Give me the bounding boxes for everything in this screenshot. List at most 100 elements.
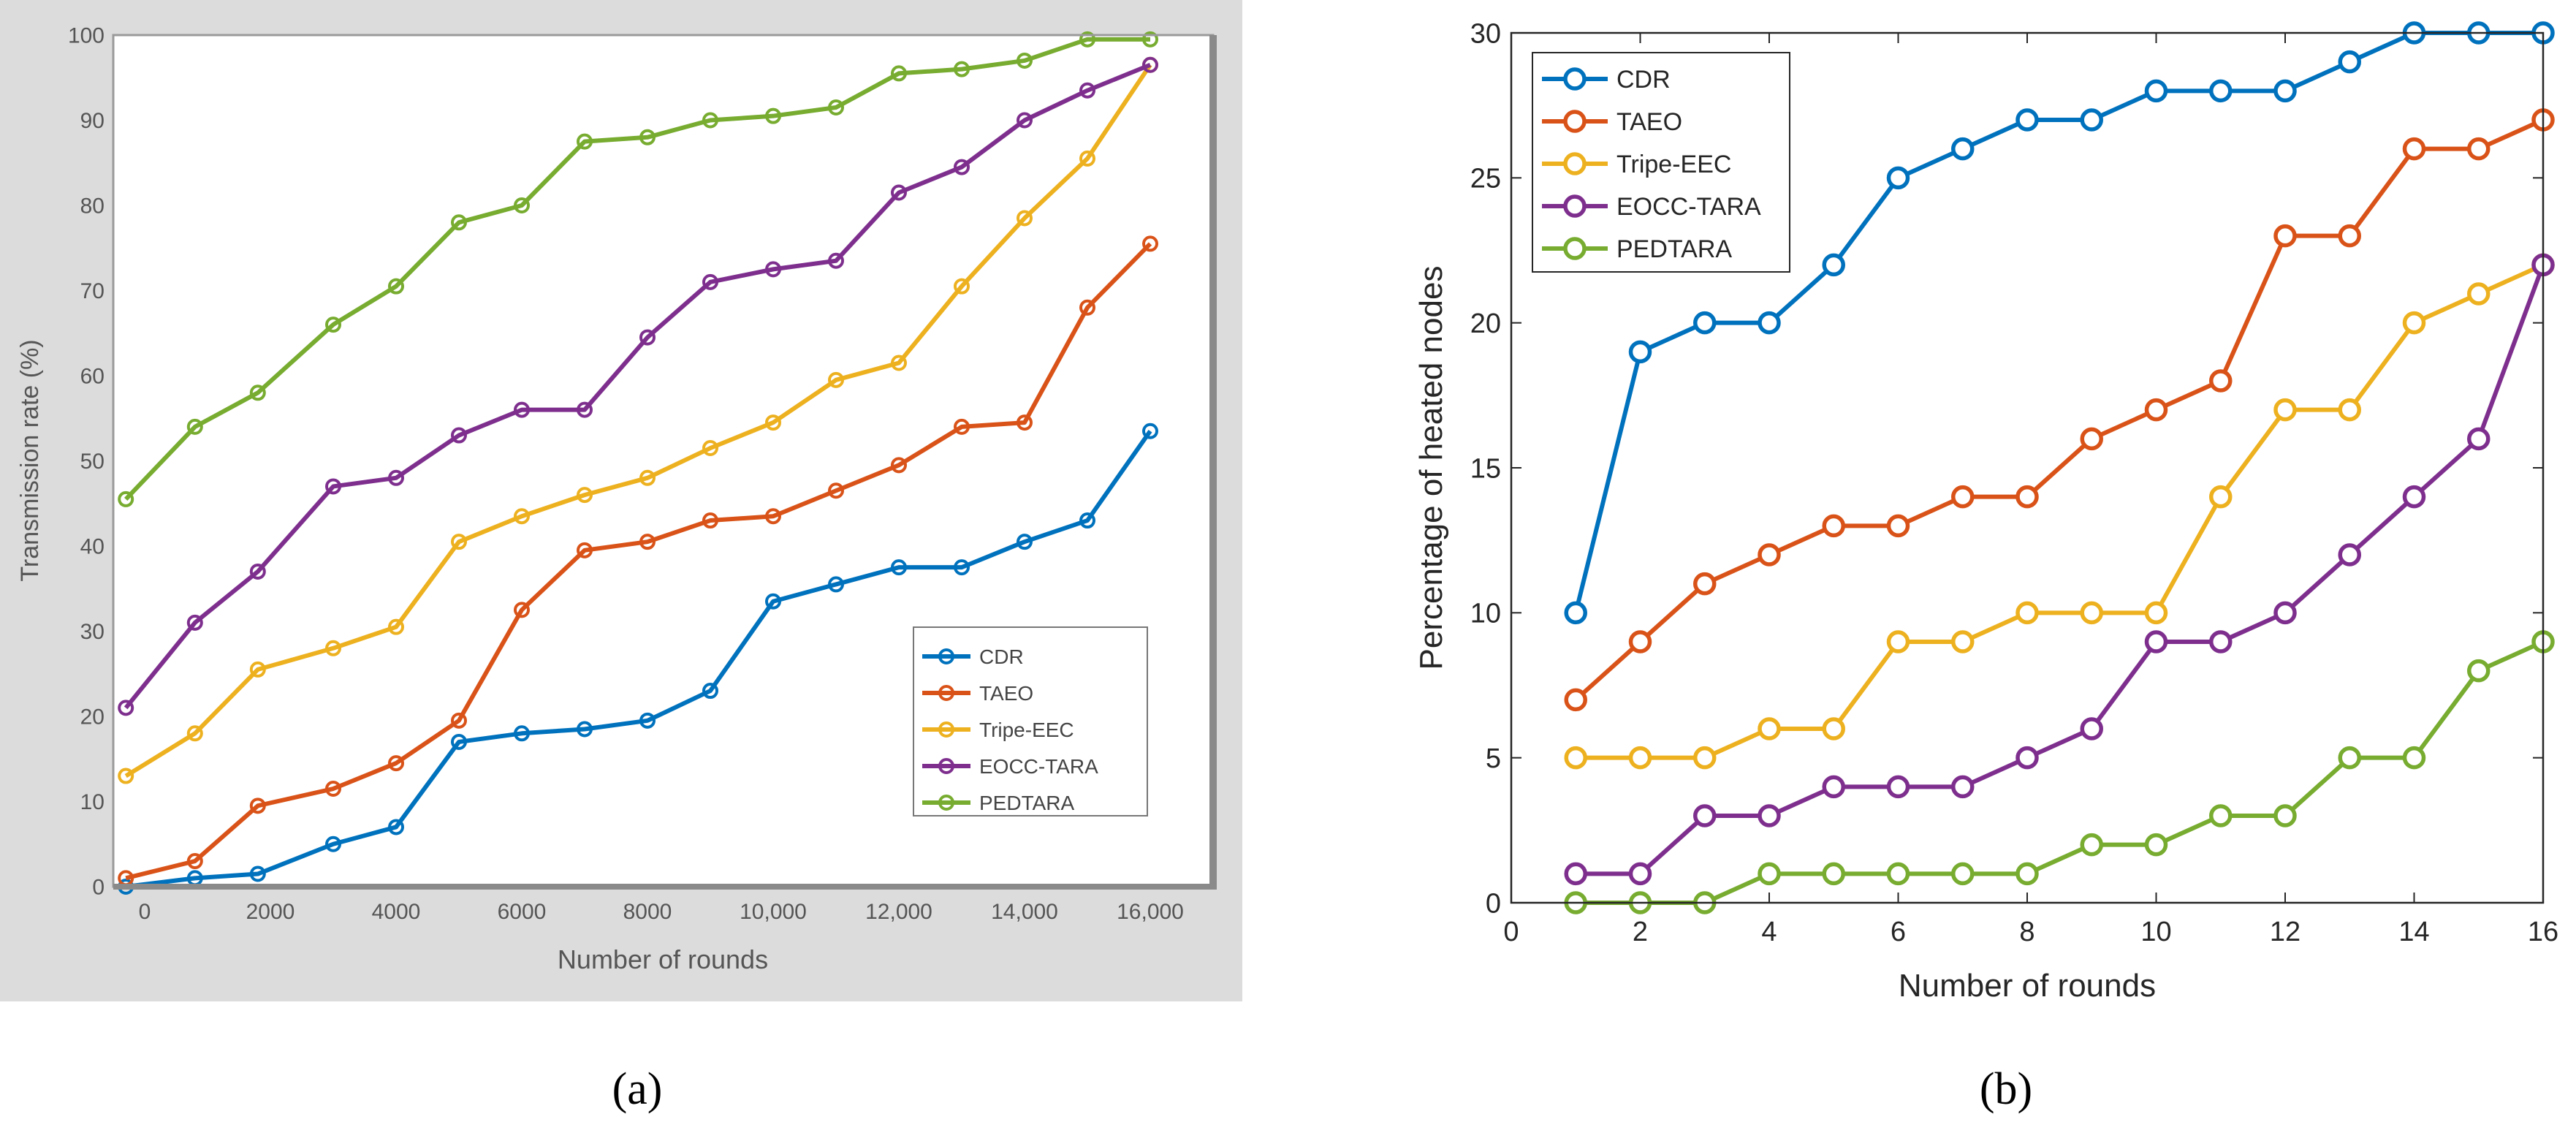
panel-b-legend-label-eocc-tara: EOCC-TARA: [1616, 193, 1761, 221]
panel-b-xtick-label: 4: [1761, 917, 1777, 947]
panel-b-ytick-label: 0: [1486, 888, 1501, 919]
panel-a-ytick-label: 30: [80, 620, 105, 644]
panel-a-point-tripe-eec: [1017, 210, 1033, 227]
panel-a-point-taeo: [1142, 235, 1158, 252]
panel-a-point-cdr: [325, 835, 341, 852]
panel-a-point-taeo: [186, 853, 203, 870]
panel-a-legend-label-eocc-tara: EOCC-TARA: [979, 755, 1098, 778]
panel-b-legend-marker-tripe-eec: [1563, 152, 1587, 175]
panel-b-point-tripe-eec: [1758, 717, 1781, 740]
panel-a-point-tripe-eec: [249, 661, 266, 678]
panel-b-legend: CDR TAEO Tripe-EEC EOCC-TARA PEDTARA: [1542, 66, 1761, 263]
panel-a-point-eocc-tara: [388, 469, 404, 486]
panel-a-point-cdr: [828, 576, 844, 593]
panel-a-point-tripe-eec: [954, 278, 970, 295]
panel-a-point-eocc-tara: [249, 563, 266, 580]
panel-a-point-pedtara: [891, 65, 907, 82]
panel-a-point-pedtara: [186, 418, 203, 435]
panel-b-point-eocc-tara: [1628, 862, 1652, 886]
panel-b-series-line-pedtara: [1576, 640, 2545, 905]
panel-b-point-eocc-tara: [2144, 630, 2168, 653]
panel-a-point-eocc-tara: [765, 261, 781, 278]
panel-a-xtick-label: 8000: [623, 900, 672, 924]
panel-b-point-pedtara: [2273, 804, 2297, 827]
panel-a-point-taeo: [1017, 414, 1033, 431]
panel-b-point-tripe-eec: [1564, 746, 1587, 770]
panel-b-point-taeo: [1951, 485, 1975, 509]
panel-b-point-eocc-tara: [1822, 775, 1845, 799]
panel-b-ytick-label: 5: [1486, 743, 1501, 774]
panel-a-point-pedtara: [388, 278, 404, 295]
panel-b-point-taeo: [1758, 543, 1781, 566]
panel-a-point-eocc-tara: [451, 427, 467, 444]
panel-b-point-taeo: [2338, 224, 2361, 248]
panel-a-point-cdr: [954, 559, 970, 576]
panel-a-xtick-label: 10,000: [740, 900, 807, 924]
panel-b-ytick-label: 15: [1470, 453, 1501, 484]
panel-a-legend-label-taeo: TAEO: [979, 682, 1033, 705]
panel-a-ytick-label: 0: [92, 876, 105, 900]
panel-a-point-tripe-eec: [514, 508, 530, 525]
panel-b-point-taeo: [1822, 514, 1845, 538]
panel-b-legend-label-tripe-eec: Tripe-EEC: [1616, 151, 1731, 178]
panel-a-legend-label-pedtara: PEDTARA: [979, 792, 1074, 814]
panel-a-point-tripe-eec: [325, 640, 341, 656]
panel-a-marks: 0 2000 4000 6000 8000 10,000 12,000 14,000 16,00…: [68, 24, 1184, 925]
panel-a-series-line-tripe-eec: [124, 64, 1152, 778]
panel-b-series-line-tripe-eec: [1576, 262, 2545, 760]
panel-b-legend-marker-taeo: [1563, 110, 1587, 133]
panel-b-point-taeo: [1886, 514, 1910, 538]
panel-b-point-tripe-eec: [2273, 398, 2297, 422]
panel-a-point-taeo: [514, 602, 530, 618]
panel-a-point-pedtara: [828, 99, 844, 116]
panel-b-point-tripe-eec: [2402, 311, 2426, 335]
panel-b-point-eocc-tara: [1693, 804, 1717, 827]
panel-a-point-eocc-tara: [891, 184, 907, 201]
panel-b-point-pedtara: [1886, 862, 1910, 886]
panel-a-point-cdr: [577, 721, 593, 738]
panel-a-y-axis-label: Transmission rate (%): [16, 339, 44, 581]
panel-a-legend-marker-pedtara: [938, 795, 954, 811]
panel-b-ytick-label: 30: [1470, 18, 1501, 49]
panel-a-legend-label-tripe-eec: Tripe-EEC: [979, 719, 1074, 741]
panel-a-point-taeo: [891, 457, 907, 474]
panel-a-point-eocc-tara: [639, 329, 656, 346]
panel-a-point-cdr: [249, 865, 266, 882]
panel-b-xtick-label: 10: [2140, 917, 2171, 947]
panel-b-point-cdr: [2015, 108, 2039, 132]
panel-b-point-pedtara: [1951, 862, 1975, 886]
panel-a-point-pedtara: [1079, 31, 1095, 48]
panel-b-point-taeo: [2402, 137, 2426, 161]
panel-b-series-line-eocc-tara: [1576, 264, 2545, 876]
panel-a-ytick-label: 100: [68, 24, 105, 48]
panel-b-xtick-label: 0: [1503, 917, 1519, 947]
panel-b-xtick-label: 6: [1891, 917, 1906, 947]
panel-b-point-tripe-eec: [2338, 398, 2361, 422]
panel-a-point-cdr: [765, 593, 781, 610]
panel-a-point-taeo: [1079, 299, 1095, 316]
panel-b-point-cdr: [2273, 79, 2297, 103]
panel-b-point-taeo: [2015, 485, 2039, 509]
panel-b-legend-label-pedtara: PEDTARA: [1616, 235, 1732, 263]
panel-b-ytick-label: 10: [1470, 599, 1501, 629]
panel-a-ytick-label: 60: [80, 365, 105, 389]
panel-a-ytick-label: 10: [80, 790, 105, 814]
panel-a-point-cdr: [1142, 422, 1158, 439]
panel-b-y-axis-label: Percentage of heated nodes: [1413, 266, 1449, 670]
panel-b-x-axis-label: Number of rounds: [1899, 968, 2156, 1004]
panel-a-point-pedtara: [514, 197, 530, 213]
panel-a-point-pedtara: [249, 384, 266, 401]
panel-b-legend-marker-eocc-tara: [1563, 194, 1587, 218]
panel-a-point-tripe-eec: [828, 371, 844, 388]
panel-a-point-eocc-tara: [514, 401, 530, 418]
panel-a-point-tripe-eec: [388, 618, 404, 635]
panel-b-point-taeo: [2273, 224, 2297, 248]
panel-b-point-eocc-tara: [2467, 427, 2490, 451]
panel-a-point-pedtara: [1142, 31, 1158, 48]
panel-a-point-taeo: [765, 508, 781, 525]
panel-b-point-eocc-tara: [2080, 717, 2103, 740]
panel-b-point-tripe-eec: [2144, 601, 2168, 625]
panel-b-legend-marker-cdr: [1563, 67, 1587, 91]
panel-b-point-pedtara: [1758, 862, 1781, 886]
panel-b-point-taeo: [1693, 572, 1717, 596]
